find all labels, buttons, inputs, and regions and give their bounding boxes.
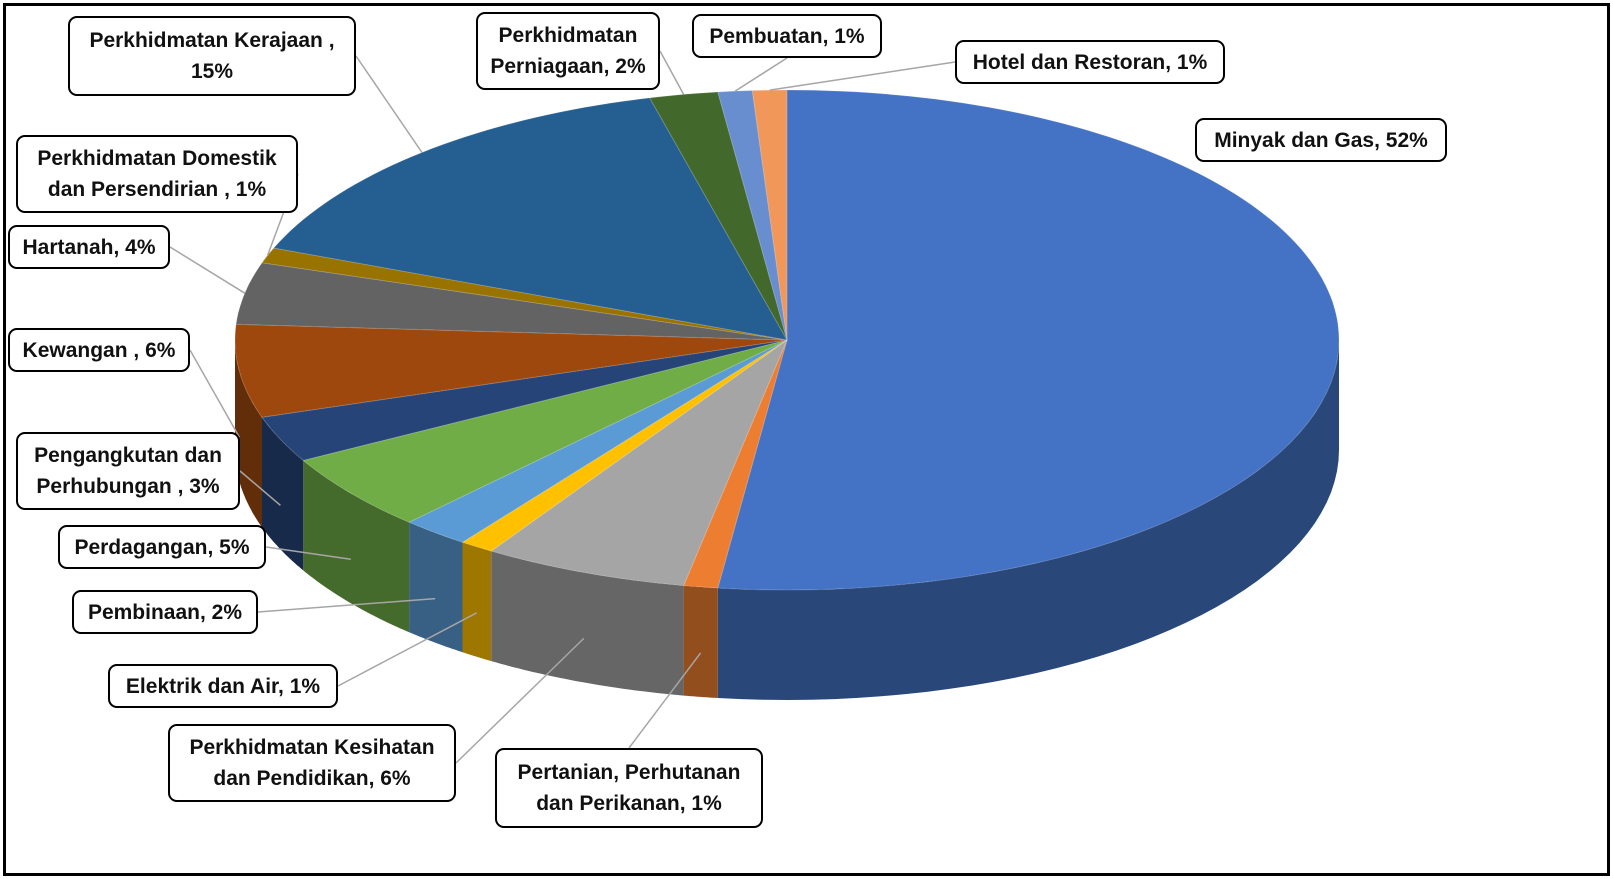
- data-label-text: Perdagangan, 5%: [74, 532, 249, 563]
- category-name: Kewangan: [22, 338, 128, 362]
- leader-line: [169, 246, 246, 294]
- pie-tops: [234, 89, 1340, 591]
- value-label: , 6%: [127, 338, 176, 362]
- data-label: Perkhidmatan Perniagaan, 2%: [476, 12, 660, 90]
- pie-slice: [407, 339, 788, 543]
- value-label: , 1%: [1165, 50, 1208, 74]
- pie-sides: [235, 340, 1339, 700]
- value-label: , 15%: [190, 29, 341, 83]
- data-label: Perkhidmatan Kesihatan dan Pendidikan, 6…: [168, 724, 456, 802]
- data-label: Pengangkutan dan Perhubungan , 3%: [16, 432, 240, 510]
- pie-slice: [261, 247, 788, 341]
- leader-lines: [169, 50, 956, 764]
- data-label-text: Pengangkutan dan Perhubungan , 3%: [26, 440, 230, 502]
- category-name: Minyak dan Gas: [1214, 128, 1375, 152]
- pie-slice: [234, 323, 788, 418]
- value-label: , 1%: [679, 792, 722, 815]
- data-label-text: Perkhidmatan Perniagaan, 2%: [486, 20, 650, 82]
- value-label: , 1%: [822, 24, 865, 48]
- data-label: Pembuatan, 1%: [692, 14, 882, 58]
- data-label-text: Kewangan , 6%: [23, 335, 176, 366]
- category-name: Perkhidmatan Kesihatan dan Pendidikan: [189, 736, 435, 790]
- data-label-text: Hartanah, 4%: [22, 232, 155, 263]
- value-label: , 2%: [603, 55, 646, 78]
- data-label-text: Pembinaan, 2%: [88, 597, 242, 628]
- pie-side: [491, 551, 684, 696]
- data-label-text: Perkhidmatan Kesihatan dan Pendidikan, 6…: [178, 732, 446, 794]
- pie-slice: [261, 339, 788, 461]
- category-name: Hotel dan Restoran: [972, 50, 1166, 74]
- value-label: , 2%: [200, 600, 243, 624]
- pie-side: [717, 340, 1339, 700]
- pie-slice: [751, 89, 788, 341]
- pie-side: [235, 340, 262, 528]
- data-label: Perkhidmatan Domestik dan Persendirian ,…: [16, 135, 298, 213]
- value-label: , 3%: [171, 475, 220, 498]
- pie-side: [683, 585, 718, 698]
- data-label-text: Pertanian, Perhutanan dan Perikanan, 1%: [505, 757, 753, 819]
- leader-line: [239, 470, 281, 506]
- leader-line: [189, 349, 241, 438]
- data-label: Perdagangan, 5%: [58, 525, 266, 569]
- leader-line: [337, 612, 478, 687]
- data-label: Perkhidmatan Kerajaan , 15%: [68, 16, 356, 96]
- value-label: , 52%: [1374, 128, 1428, 152]
- data-label-text: Perkhidmatan Domestik dan Persendirian ,…: [26, 143, 288, 205]
- data-label: Hotel dan Restoran, 1%: [955, 40, 1225, 84]
- category-name: Perdagangan: [74, 535, 208, 559]
- pie-side: [262, 417, 304, 571]
- leader-line: [455, 637, 585, 764]
- value-label: , 4%: [113, 235, 156, 259]
- category-name: Pembinaan: [87, 600, 200, 624]
- data-label: Kewangan , 6%: [8, 328, 190, 372]
- data-label-text: Hotel dan Restoran, 1%: [973, 47, 1208, 78]
- chart-frame: [3, 3, 1610, 876]
- value-label: , 6%: [368, 767, 411, 790]
- pie-slice: [302, 339, 788, 523]
- leader-line: [265, 546, 351, 560]
- category-name: Elektrik dan Air: [125, 674, 279, 698]
- category-name: Perkhidmatan Kerajaan: [89, 29, 323, 52]
- leader-line: [355, 55, 423, 153]
- data-label: Minyak dan Gas, 52%: [1195, 118, 1447, 162]
- category-name: Pertanian, Perhutanan dan Perikanan: [517, 761, 741, 815]
- category-name: Perkhidmatan Domestik dan Persendirian: [37, 147, 277, 201]
- data-label: Hartanah, 4%: [8, 225, 170, 269]
- category-name: Pengangkutan dan Perhubungan: [34, 444, 222, 498]
- leader-line: [628, 652, 702, 749]
- pie-slice: [682, 339, 788, 589]
- data-label: Pertanian, Perhutanan dan Perikanan, 1%: [495, 748, 763, 828]
- pie-slice: [717, 89, 1340, 591]
- data-label: Elektrik dan Air, 1%: [108, 664, 338, 708]
- value-label: , 1%: [218, 178, 267, 201]
- leader-line: [257, 597, 436, 613]
- data-label-text: Perkhidmatan Kerajaan , 15%: [78, 25, 346, 87]
- pie-side: [303, 460, 410, 633]
- pie-slice: [717, 89, 788, 341]
- pie-side: [462, 542, 492, 662]
- data-label-text: Pembuatan, 1%: [709, 21, 864, 52]
- data-label-text: Elektrik dan Air, 1%: [126, 671, 320, 702]
- pie-slice: [490, 338, 789, 587]
- value-label: , 5%: [207, 535, 250, 559]
- value-label: , 1%: [278, 674, 321, 698]
- data-label: Pembinaan, 2%: [72, 590, 258, 634]
- pie-side: [409, 522, 463, 653]
- category-name: Hartanah: [22, 235, 114, 259]
- leader-line: [659, 50, 685, 95]
- category-name: Pembuatan: [709, 24, 823, 48]
- category-name: Perkhidmatan Perniagaan: [490, 24, 638, 78]
- leader-line: [734, 57, 788, 92]
- data-label-text: Minyak dan Gas, 52%: [1214, 125, 1428, 156]
- pie-slice: [461, 339, 788, 552]
- leader-line: [769, 61, 956, 91]
